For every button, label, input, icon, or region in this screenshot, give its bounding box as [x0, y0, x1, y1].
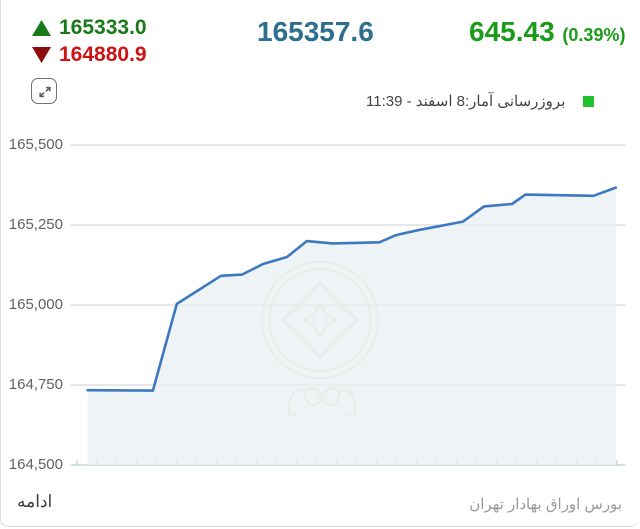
svg-text:164,750: 164,750: [9, 376, 63, 393]
svg-text:164,500: 164,500: [9, 456, 63, 473]
svg-text:165,250: 165,250: [9, 216, 63, 233]
svg-text:165,000: 165,000: [9, 296, 63, 313]
svg-text:165,500: 165,500: [9, 136, 63, 153]
